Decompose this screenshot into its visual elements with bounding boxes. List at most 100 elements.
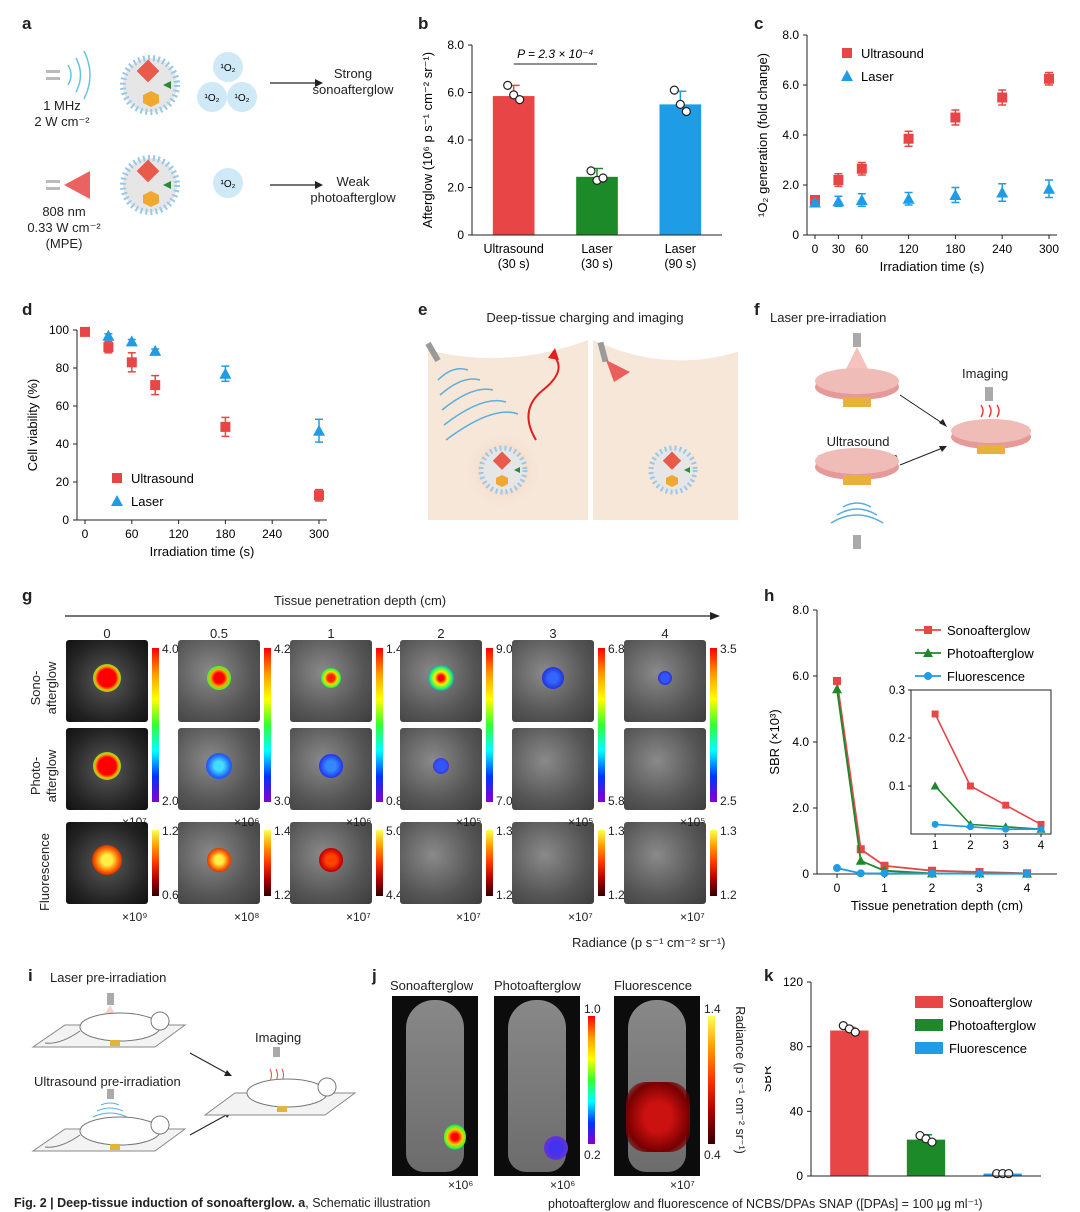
o2-text-4: ¹O₂: [221, 179, 236, 190]
o2-text-1: ¹O₂: [221, 63, 236, 74]
signal-spot: [319, 754, 343, 778]
point-laser: [219, 367, 232, 379]
g-afterglow-max-0: 4.0: [162, 642, 179, 656]
g-fluor-colorbar-1: [264, 830, 271, 896]
y-tick-label: 0: [792, 228, 799, 242]
o2-text-2: ¹O₂: [205, 93, 220, 104]
y-tick-label: 6.0: [782, 78, 799, 92]
x-tick-label: 60: [125, 527, 139, 541]
g-sono-image-5: [624, 640, 706, 722]
y-tick-label: 0: [802, 867, 809, 881]
panel-i-schematic: [31, 993, 357, 1152]
panel-label-i: i: [28, 966, 33, 985]
category-label-2: (90 s): [664, 257, 696, 271]
y-axis-label: ¹O₂ generation (fold change): [755, 53, 770, 217]
point-ultrasound: [856, 163, 867, 174]
bar-1: [576, 176, 618, 235]
panel-label-a: a: [22, 14, 32, 33]
bar-1: [906, 1139, 946, 1176]
y-tick-label: 40: [790, 1104, 804, 1118]
us-intensity: 2 W cm⁻²: [34, 114, 90, 129]
category-label-0: (30 s): [498, 257, 530, 271]
x-axis-label: Irradiation time (s): [880, 259, 985, 274]
caption-bold-a: a: [294, 1196, 306, 1210]
data-point: [681, 106, 691, 117]
g-sono-image-0: [66, 640, 148, 722]
g-sono-image-1: [178, 640, 260, 722]
point-photoafterglow: [832, 684, 842, 694]
panel-e-schematic: [425, 340, 738, 520]
x-axis-label: Irradiation time (s): [150, 544, 255, 559]
chart-c: 0 2.0 4.0 6.0 8.0 0 30 60 120 180 240 300 Irradiatio…: [755, 28, 1059, 274]
inset-x-label: 2: [967, 840, 973, 852]
x-tick-label: 120: [899, 242, 919, 256]
legend-label-1: Photoafterglow: [947, 646, 1034, 661]
g-afterglow-min-3: 7.0: [496, 794, 513, 808]
g-fluor-max-0: 1.2: [162, 824, 179, 838]
inset-point: [931, 820, 939, 828]
category-label-2: Laser: [665, 242, 696, 256]
signal-spot: [92, 845, 122, 875]
inset-point: [1002, 801, 1010, 809]
inset-y-label: 0.1: [889, 781, 905, 793]
g-afterglow-colorbar-1: [264, 648, 271, 802]
x-tick-label: 300: [309, 527, 329, 541]
legend-label-1: Laser: [131, 494, 164, 509]
inset-line-2: [935, 823, 1041, 830]
category-label-1: Laser: [581, 242, 612, 256]
j-scale1-min: 0.2: [584, 1148, 601, 1162]
point-ultrasound: [997, 92, 1008, 103]
g-photo-image-0: [66, 728, 148, 810]
signal-spot: [542, 667, 564, 689]
g-photo-image-4: [512, 728, 594, 810]
laser-result-line2: photoafterglow: [310, 190, 396, 205]
point-laser: [832, 195, 845, 207]
g-fluor-mult-4: ×10⁷: [568, 910, 593, 924]
inset-line-0: [934, 713, 1042, 826]
data-point: [850, 1027, 860, 1037]
g-afterglow-colorbar-3: [486, 648, 493, 802]
g-fluor-image-4: [512, 822, 594, 904]
y-tick-label: 2.0: [782, 178, 799, 192]
o2-text-3: ¹O₂: [235, 93, 250, 104]
y-tick-label: 40: [56, 437, 70, 451]
g-fluor-mult-3: ×10⁷: [456, 910, 481, 924]
data-point: [586, 166, 596, 176]
point-laser: [149, 344, 162, 356]
category-label-1: (30 s): [581, 257, 613, 271]
signal-spot: [321, 668, 341, 688]
legend-marker-1: [923, 648, 933, 657]
legend-swatch-2: [915, 1042, 943, 1054]
legend-label-1: Laser: [861, 69, 894, 84]
g-afterglow-mult-5: ×10⁵: [680, 815, 706, 829]
inset-y-label: 0.2: [889, 733, 905, 745]
y-tick-label: 2.0: [447, 181, 464, 195]
panel-label-b: b: [418, 14, 429, 33]
panel-label-j: j: [372, 966, 377, 985]
panel-a-schematic: ¹O₂ ¹O₂ ¹O₂ ¹O₂: [46, 50, 323, 215]
us-frequency: 1 MHz: [43, 98, 81, 113]
g-radiance-label: Radiance (p s⁻¹ cm⁻² sr⁻¹): [572, 935, 726, 950]
j-image-fluor: [614, 996, 700, 1176]
data-point: [675, 99, 685, 109]
g-fluor-max-2: 5.0: [386, 824, 403, 838]
g-afterglow-mult-4: ×10⁵: [568, 815, 594, 829]
laser-wavelength: 808 nm: [42, 204, 86, 219]
y-axis-label: Afterglow (10⁶ p s⁻¹ cm⁻² sr⁻¹): [420, 52, 435, 228]
i-imaging-label: Imaging: [255, 1030, 302, 1045]
legend-label-2: Fluorescence: [947, 669, 1025, 684]
x-tick-label: 180: [215, 527, 235, 541]
point-sonoafterglow: [833, 676, 841, 685]
caption-rest: , Schematic illustration: [305, 1196, 431, 1210]
y-tick-label: 0: [457, 228, 464, 242]
g-depth-label-4: 3: [549, 626, 557, 641]
g-fluor-min-3: 1.2: [496, 888, 513, 902]
legend-label-0: Sonoafterglow: [949, 995, 1033, 1010]
point-laser: [1043, 182, 1055, 194]
i-us-label: Ultrasound pre-irradiation: [34, 1074, 181, 1089]
point-laser: [996, 186, 1009, 198]
point-ultrasound: [126, 357, 137, 368]
point-fluorescence: [928, 869, 936, 878]
panel-label-k: k: [764, 966, 774, 985]
f-imaging-label: Imaging: [962, 366, 1009, 381]
